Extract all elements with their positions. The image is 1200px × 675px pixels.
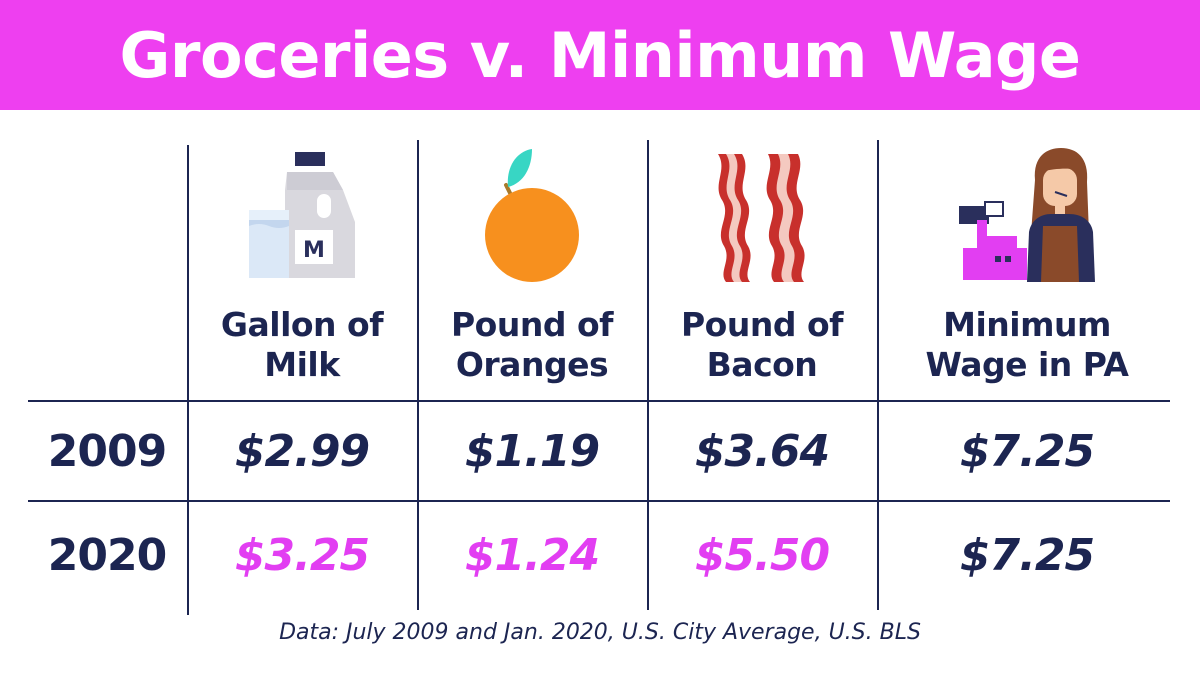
cashier-icon: [959, 148, 1095, 282]
grid-line-horizontal-1: [28, 400, 1170, 402]
grid-line-vertical-1: [187, 145, 189, 615]
milk-label: M: [303, 238, 325, 263]
source-footnote: Data: July 2009 and Jan. 2020, U.S. City…: [279, 620, 921, 645]
grid-line-vertical-3: [647, 140, 649, 610]
cell-2020-bacon: $5.50: [694, 530, 830, 581]
cell-2009-bacon: $3.64: [694, 426, 830, 477]
cell-2020-oranges: $1.24: [464, 530, 600, 581]
column-header-minimum-wage: Minimum Wage in PA: [925, 305, 1129, 384]
row-label-2020: 2020: [47, 530, 167, 581]
grid-line-vertical-2: [417, 140, 419, 610]
row-label-2009: 2009: [47, 426, 167, 477]
column-header-oranges: Pound of Oranges: [451, 305, 613, 384]
cell-2009-minimum-wage: $7.25: [959, 426, 1095, 477]
orange-icon: [485, 149, 579, 282]
title-banner: Groceries v. Minimum Wage: [0, 0, 1200, 110]
grid-line-horizontal-2: [28, 500, 1170, 502]
milk-jug-icon: M: [249, 152, 355, 278]
cell-2009-milk: $2.99: [234, 426, 370, 477]
cell-2009-oranges: $1.19: [464, 426, 600, 477]
column-header-bacon: Pound of Bacon: [681, 305, 843, 384]
bacon-icon: [718, 154, 805, 282]
cell-2020-minimum-wage: $7.25: [959, 530, 1095, 581]
grid-line-vertical-4: [877, 140, 879, 610]
cell-2020-milk: $3.25: [234, 530, 370, 581]
column-header-milk: Gallon of Milk: [220, 305, 384, 384]
page-title: Groceries v. Minimum Wage: [119, 18, 1081, 92]
